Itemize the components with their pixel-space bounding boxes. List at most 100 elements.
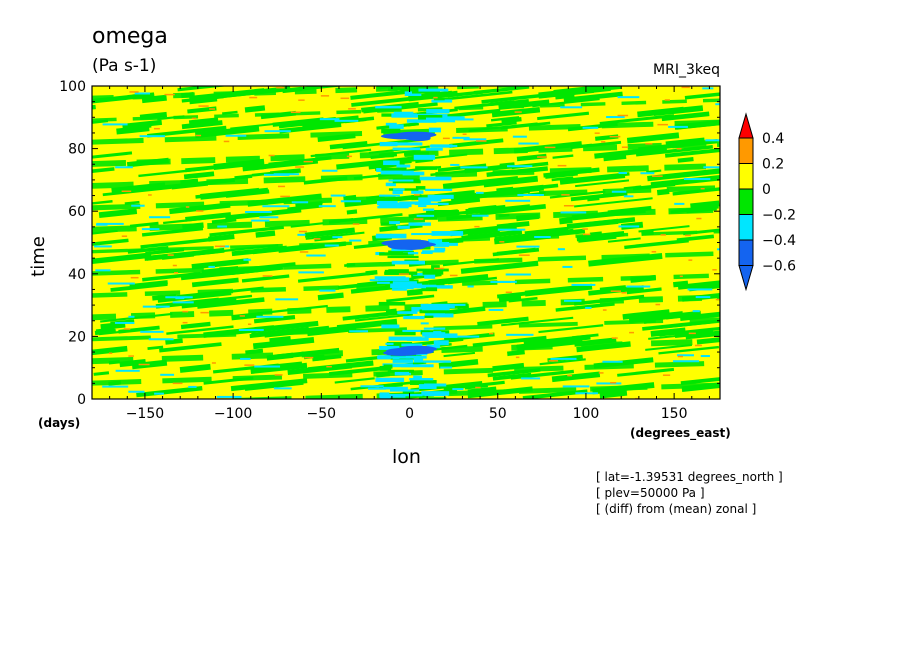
field-cell-band (431, 265, 440, 269)
field-cell-cyan (550, 357, 577, 360)
field-cell-band (392, 281, 417, 284)
field-cell-pos (262, 275, 273, 277)
field-cell-pos (462, 133, 467, 135)
field-cell-neg (307, 360, 374, 373)
field-cell-band (413, 154, 436, 160)
field-cell-pos (611, 337, 618, 339)
field-cell-band (380, 170, 414, 175)
field-cell-pos (582, 233, 591, 236)
field-cell-pos (449, 274, 458, 277)
field-cell-neg (187, 106, 217, 114)
field-cell-neg (449, 138, 504, 148)
field-cell-cyan (534, 236, 551, 239)
field-cell-cyan (672, 360, 699, 363)
field-cell-neg (486, 121, 517, 128)
field-cell-cyan (440, 366, 452, 369)
field-cell-cyan (251, 219, 270, 222)
field-cell-band (394, 330, 416, 336)
field-cell-neg (146, 253, 169, 260)
field-cell-cyan (596, 382, 622, 385)
field-cell-band (423, 327, 446, 330)
field-cell-neg (545, 173, 578, 179)
field-cell-pos (340, 97, 350, 100)
field-cell-neg (555, 302, 615, 312)
field-cell-cyan (165, 296, 193, 299)
field-cell-cyan (188, 385, 197, 388)
colorbar-label: −0.6 (762, 259, 796, 275)
field-cell-cyan (618, 225, 640, 228)
field-cell-cyan (154, 392, 164, 395)
field-cell-pos (582, 228, 588, 230)
field-cell-neg (258, 327, 279, 332)
field-cell-pos (688, 332, 696, 335)
colorbar-label: 0.4 (762, 131, 784, 147)
field-cell-neg (638, 225, 690, 233)
field-cell-cyan (102, 385, 129, 388)
field-cell-pos (298, 99, 305, 101)
field-cell-cyan (452, 136, 470, 139)
field-cell-band (418, 384, 437, 389)
field-cell-cyan (618, 172, 627, 175)
field-cell-pos (326, 365, 332, 368)
field-cell-neg (551, 371, 601, 383)
field-cell-cyan (256, 315, 284, 318)
field-cell-cyan (455, 335, 480, 338)
field-cell-neg (659, 325, 720, 337)
field-cell-cyan (141, 228, 160, 231)
field-cell-neg (169, 202, 231, 215)
field-cell-neg (92, 238, 129, 246)
field-cell-band (391, 113, 417, 118)
field-cell-neg (508, 296, 538, 303)
field-cell-neg (575, 179, 630, 188)
field-cell-band (418, 397, 447, 399)
field-cell-neg (622, 309, 670, 320)
field-cell-band (419, 176, 452, 181)
field-cell-cyan (298, 271, 324, 274)
field-cell-pos (123, 328, 131, 330)
field-cell-cyan (421, 251, 433, 254)
field-cell-pos (198, 105, 209, 107)
field-cell-band (413, 375, 422, 380)
field-cell-neg (626, 132, 680, 144)
field-cell-cyan (517, 193, 544, 196)
y-tick-label: 0 (77, 392, 86, 408)
field-cell-band (428, 209, 455, 213)
field-cell-band (383, 386, 408, 390)
field-cell-band (433, 303, 455, 309)
field-cell-neg (255, 230, 276, 238)
field-cell-cyan (402, 372, 411, 375)
field-cell-neg (496, 247, 536, 256)
field-cell-cyan (134, 92, 151, 95)
note-diff: [ (diff) from (mean) zonal ] (596, 502, 757, 516)
y-axis: 0 20 40 60 80 100 (59, 79, 720, 408)
field-cell-cyan (360, 385, 384, 388)
field-cell-cyan (617, 96, 640, 99)
field-cell-neg (661, 111, 710, 122)
field-cell-cyan (275, 298, 299, 301)
field-cell-cyan (264, 130, 291, 133)
field-cell-neg (92, 151, 133, 159)
field-cell-band (388, 250, 404, 253)
y-tick-label: 100 (59, 79, 86, 95)
field-cell-band (377, 277, 410, 282)
field-cell-neg (159, 342, 222, 353)
field-cell-pos (679, 275, 683, 278)
field-cell-neg (516, 153, 547, 162)
field-cell-band (425, 312, 446, 317)
field-cell-neg (650, 174, 720, 188)
field-cell-cyan (692, 310, 700, 313)
field-cell-band (388, 336, 422, 341)
field-cell-band (381, 167, 407, 171)
colorbar-label: −0.2 (762, 208, 796, 224)
field-cell-band (396, 164, 411, 168)
field-cell-neg (496, 289, 543, 299)
field-cell-band (402, 86, 422, 90)
field-cell-cyan (217, 225, 227, 228)
field-cell-neg (346, 209, 358, 215)
field-cell-cyan (715, 103, 720, 106)
field-cell-band (418, 197, 442, 202)
field-cell-pos (557, 164, 567, 167)
field-cell-neg (93, 371, 110, 376)
colorbar-box (738, 214, 754, 241)
field-cell-cyan (418, 205, 427, 208)
